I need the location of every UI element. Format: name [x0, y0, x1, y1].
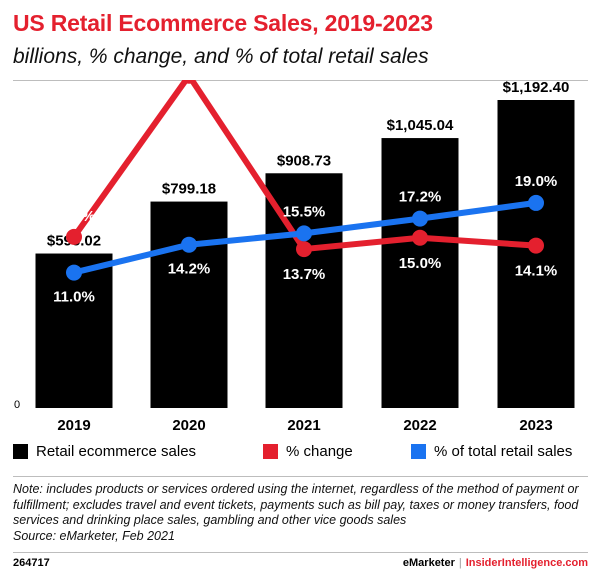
legend-label-share-of-retail: % of total retail sales	[434, 443, 573, 460]
change-label-2022: 15.0%	[399, 255, 442, 272]
legend-item-ecommerce-sales: Retail ecommerce sales	[13, 443, 196, 460]
legend-swatch-share-of-retail	[411, 444, 426, 459]
legend-item-share-of-retail: % of total retail sales	[411, 443, 572, 460]
legend-swatch-percent-change	[263, 444, 278, 459]
chart-plot: $598.02$799.18$908.73$1,045.04$1,192.400…	[14, 80, 575, 434]
top-divider	[13, 80, 588, 81]
brand-site[interactable]: InsiderIntelligence.com	[465, 557, 588, 569]
share-point-2023	[528, 194, 544, 211]
change-point-2022	[412, 229, 428, 246]
footnote: Note: includes products or services orde…	[13, 482, 593, 544]
share-point-2020	[181, 236, 197, 253]
bar-label-2022: $1,045.04	[387, 117, 454, 134]
brand-separator: |	[458, 557, 462, 569]
share-label-2020: 14.2%	[168, 261, 211, 278]
change-point-2019	[66, 228, 82, 245]
change-label-2019: 15.1%	[53, 208, 96, 225]
bar-2023	[497, 100, 575, 408]
x-tick-2022: 2022	[403, 417, 436, 434]
share-label-2023: 19.0%	[515, 173, 558, 190]
share-point-2021	[296, 225, 312, 242]
share-label-2021: 15.5%	[283, 203, 326, 220]
legend: Retail ecommerce sales % change % of tot…	[13, 443, 593, 465]
share-point-2019	[66, 264, 82, 281]
change-point-2021	[296, 241, 312, 258]
change-label-2023: 14.1%	[515, 263, 558, 280]
note-text: Note: includes products or services orde…	[13, 482, 579, 527]
legend-swatch-ecommerce-sales	[13, 444, 28, 459]
source-text: Source: eMarketer, Feb 2021	[13, 528, 175, 543]
x-tick-2020: 2020	[172, 417, 205, 434]
share-point-2022	[412, 210, 428, 227]
change-label-2021: 13.7%	[283, 266, 326, 283]
note-divider	[13, 476, 588, 477]
x-tick-2023: 2023	[519, 417, 552, 434]
bar-label-2020: $799.18	[162, 181, 216, 198]
brand-name: eMarketer	[402, 557, 455, 569]
footer-brand: eMarketer | InsiderIntelligence.com	[403, 557, 588, 569]
change-point-2023	[528, 237, 544, 254]
footer-divider	[13, 552, 588, 553]
share-label-2019: 11.0%	[53, 289, 95, 306]
legend-label-percent-change: % change	[286, 443, 353, 460]
y-tick-zero: 0	[14, 399, 20, 411]
bar-2022	[381, 138, 459, 408]
bar-label-2021: $908.73	[277, 152, 331, 169]
chart-title: US Retail Ecommerce Sales, 2019-2023	[13, 10, 433, 36]
share-label-2022: 17.2%	[399, 189, 442, 206]
chart-subtitle: billions, % change, and % of total retai…	[13, 45, 429, 68]
bar-label-2023: $1,192.40	[503, 80, 570, 96]
bar-2020	[150, 201, 228, 408]
legend-item-percent-change: % change	[263, 443, 353, 460]
chart-id: 264717	[13, 557, 50, 569]
change-point-2020	[182, 80, 196, 84]
x-tick-2021: 2021	[287, 417, 320, 434]
legend-label-ecommerce-sales: Retail ecommerce sales	[36, 443, 197, 460]
x-tick-2019: 2019	[57, 417, 90, 434]
